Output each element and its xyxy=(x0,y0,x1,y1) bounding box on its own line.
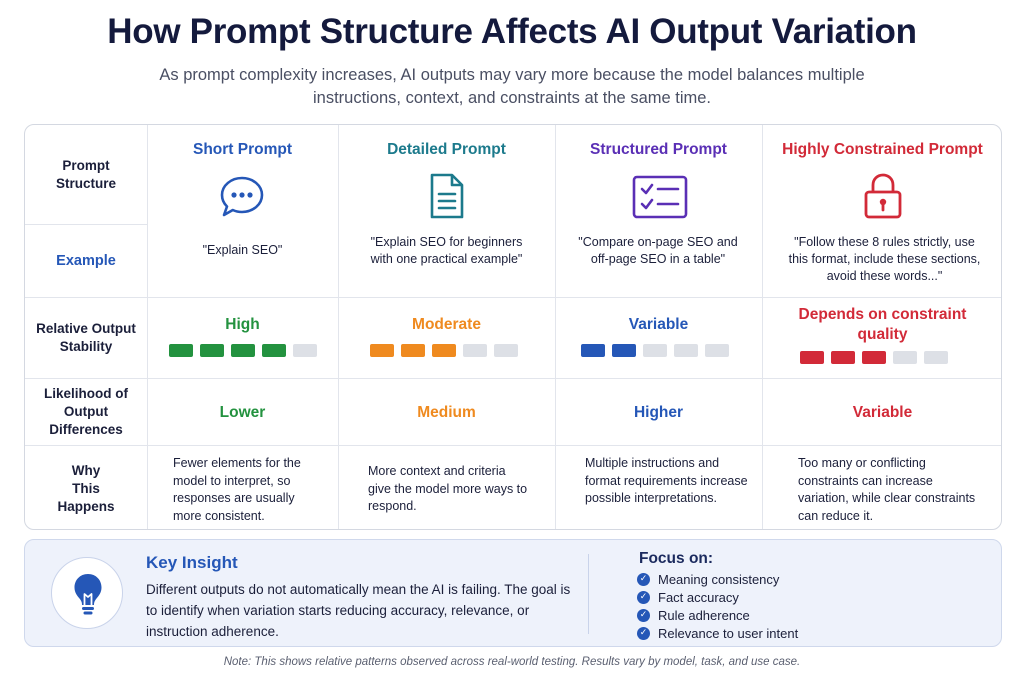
comparison-table: Prompt Structure Example Relative Output… xyxy=(24,124,1002,530)
chat-bubble-icon xyxy=(220,176,264,217)
stability-bar-filled xyxy=(862,351,886,364)
page-title: How Prompt Structure Affects AI Output V… xyxy=(107,12,917,51)
stability-meter-detailed-prompt xyxy=(370,344,518,357)
row-divider xyxy=(25,445,1001,446)
footnote: Note: This shows relative patterns obser… xyxy=(223,656,801,668)
stability-bar-filled xyxy=(169,344,193,357)
stability-label-detailed-prompt: Moderate xyxy=(412,316,481,333)
likelihood-detailed-prompt: Medium xyxy=(417,404,476,421)
why-highly-constrained-prompt: Too many or conflicting constraints can … xyxy=(798,456,976,523)
row-header-stability: Relative Output Stability xyxy=(36,321,136,354)
stability-label-short-prompt: High xyxy=(225,316,260,333)
check-circle-icon: ✓ xyxy=(637,626,650,640)
stability-bar-filled xyxy=(581,344,605,357)
stability-bar-filled xyxy=(800,351,824,364)
insight-divider xyxy=(588,554,589,634)
focus-item: ✓ Rule adherence xyxy=(637,606,798,624)
stability-bar-empty xyxy=(494,344,518,357)
stability-bar-filled xyxy=(200,344,224,357)
key-insight-panel: Key Insight Different outputs do not aut… xyxy=(24,539,1002,647)
stability-bar-filled xyxy=(262,344,286,357)
column-header-detailed-prompt: Detailed Prompt xyxy=(387,141,506,158)
focus-list: ✓ Meaning consistency ✓ Fact accuracy ✓ Rul… xyxy=(637,570,798,642)
stability-label-structured-prompt: Variable xyxy=(628,316,689,333)
insight-body: Different outputs do not automatically m… xyxy=(146,582,571,639)
checklist-icon xyxy=(632,175,688,219)
stability-bar-empty xyxy=(643,344,667,357)
focus-item: ✓ Fact accuracy xyxy=(637,588,798,606)
likelihood-short-prompt: Lower xyxy=(219,404,266,421)
example-highly-constrained-prompt: "Follow these 8 rules strictly, use this… xyxy=(788,235,981,283)
focus-item: ✓ Relevance to user intent xyxy=(637,624,798,642)
stability-meter-short-prompt xyxy=(169,344,317,357)
focus-title: Focus on: xyxy=(639,550,714,567)
column-divider xyxy=(762,125,763,529)
page-subtitle: As prompt complexity increases, AI outpu… xyxy=(159,66,865,107)
row-header-example: Example xyxy=(56,253,116,269)
stability-bar-filled xyxy=(831,351,855,364)
why-structured-prompt: Multiple instructions and format require… xyxy=(585,456,748,505)
stability-bar-filled xyxy=(370,344,394,357)
column-header-structured-prompt: Structured Prompt xyxy=(590,141,727,158)
column-header-highly-constrained-prompt: Highly Constrained Prompt xyxy=(782,141,983,158)
document-icon xyxy=(430,173,464,219)
stability-bar-filled xyxy=(432,344,456,357)
focus-item-label: Fact accuracy xyxy=(658,589,739,605)
stability-bar-empty xyxy=(293,344,317,357)
check-circle-icon: ✓ xyxy=(637,590,650,604)
why-short-prompt: Fewer elements for the model to interpre… xyxy=(173,456,301,523)
row-header-why: Why This Happens xyxy=(57,462,115,514)
likelihood-structured-prompt: Higher xyxy=(633,404,684,421)
why-detailed-prompt: More context and criteria give the model… xyxy=(368,464,528,513)
stability-bar-empty xyxy=(674,344,698,357)
stability-bar-filled xyxy=(612,344,636,357)
likelihood-highly-constrained-prompt: Variable xyxy=(852,404,913,421)
lightbulb-icon xyxy=(74,574,102,615)
stability-bar-empty xyxy=(463,344,487,357)
stability-bar-empty xyxy=(893,351,917,364)
row-header-structure: Prompt Structure xyxy=(55,158,116,191)
row-divider xyxy=(25,224,147,225)
check-circle-icon: ✓ xyxy=(637,572,650,586)
insight-title: Key Insight xyxy=(146,553,238,572)
column-divider xyxy=(555,125,556,529)
example-structured-prompt: "Compare on-page SEO and off-page SEO in… xyxy=(578,235,738,266)
stability-bar-filled xyxy=(231,344,255,357)
stability-meter-highly-constrained-prompt xyxy=(800,351,948,364)
row-divider xyxy=(25,378,1001,379)
stability-bar-empty xyxy=(924,351,948,364)
column-divider xyxy=(338,125,339,529)
focus-item: ✓ Meaning consistency xyxy=(637,570,798,588)
stability-label-highly-constrained-prompt: Depends on constraint quality xyxy=(798,306,967,343)
check-circle-icon: ✓ xyxy=(637,608,650,622)
stability-bar-filled xyxy=(401,344,425,357)
padlock-icon xyxy=(864,173,902,219)
row-divider xyxy=(25,297,1001,298)
example-detailed-prompt: "Explain SEO for beginners with one prac… xyxy=(370,235,523,266)
focus-item-label: Rule adherence xyxy=(658,607,750,623)
focus-item-label: Meaning consistency xyxy=(658,571,780,587)
stability-bar-empty xyxy=(705,344,729,357)
example-short-prompt: "Explain SEO" xyxy=(202,243,283,257)
row-header-likelihood: Likelihood of Output Differences xyxy=(44,386,128,437)
focus-item-label: Relevance to user intent xyxy=(658,625,799,641)
stability-meter-structured-prompt xyxy=(581,344,729,357)
column-header-short-prompt: Short Prompt xyxy=(192,141,293,158)
column-divider xyxy=(147,125,148,529)
lightbulb-badge xyxy=(51,557,123,629)
